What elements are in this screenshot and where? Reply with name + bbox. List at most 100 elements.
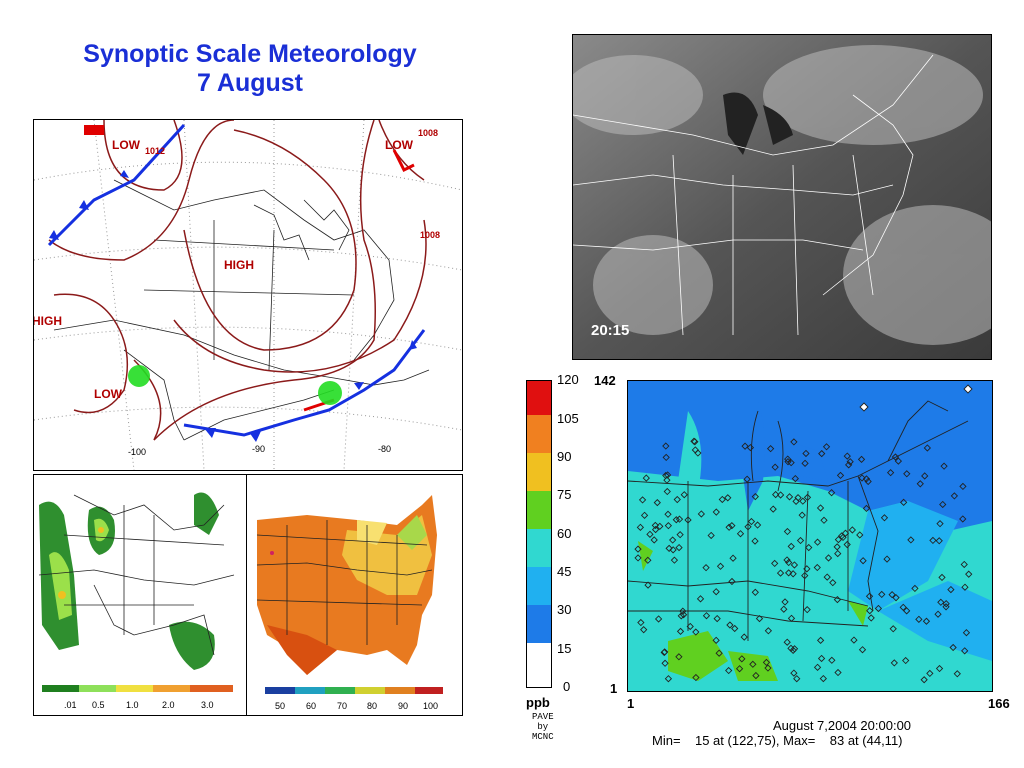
station-marker — [741, 442, 749, 450]
ozone-concentration-map — [627, 380, 993, 692]
station-marker — [798, 511, 806, 519]
station-marker — [858, 474, 866, 482]
colorbar-swatch-2 — [527, 453, 551, 491]
station-marker — [920, 676, 928, 684]
station-marker — [891, 453, 900, 461]
station-marker — [675, 653, 683, 661]
station-marker — [783, 638, 791, 646]
station-marker — [634, 545, 642, 553]
high-label-center: HIGH — [224, 258, 254, 272]
colorbar-swatch-4 — [527, 529, 551, 567]
station-marker — [712, 636, 720, 644]
station-marker — [751, 492, 759, 501]
station-marker — [787, 542, 795, 551]
station-marker — [661, 659, 669, 667]
pave-credit: PAVE by MCNC — [532, 712, 554, 742]
station-marker — [867, 614, 875, 622]
station-marker — [783, 527, 792, 536]
station-marker — [950, 492, 959, 500]
precipitation-map-graphic — [38, 492, 235, 692]
lon-label-100: -100 — [128, 447, 147, 457]
station-marker — [715, 649, 723, 657]
station-marker — [676, 531, 684, 539]
station-marker — [864, 477, 872, 486]
colorbar-tick-90: 90 — [557, 449, 572, 464]
ozone-unit-label: ppb — [526, 695, 550, 710]
station-marker — [713, 614, 721, 623]
station-marker — [790, 645, 799, 653]
colorbar-tick-0: 0 — [563, 679, 571, 694]
colorbar-swatch-3 — [527, 491, 551, 529]
temperature-map: 50 60 70 80 90 100 — [246, 474, 463, 716]
station-marker — [935, 537, 943, 545]
station-marker — [940, 462, 948, 470]
station-marker — [771, 559, 779, 568]
ozone-x-right-label: 166 — [988, 696, 1010, 711]
station-marker — [676, 627, 685, 636]
station-marker — [664, 521, 673, 530]
station-marker — [650, 536, 658, 544]
colorbar-tick-45: 45 — [557, 564, 572, 579]
station-marker — [822, 443, 831, 451]
station-marker — [938, 573, 946, 582]
colorbar-swatch-6 — [527, 605, 551, 643]
station-marker — [724, 494, 732, 502]
station-marker — [686, 622, 694, 631]
station-marker — [691, 446, 699, 454]
station-marker — [679, 611, 688, 619]
station-marker — [803, 565, 811, 573]
station-marker — [834, 668, 842, 677]
station-marker — [670, 556, 679, 564]
low-label-southwest: LOW — [94, 387, 122, 401]
station-marker — [850, 636, 858, 644]
station-marker — [942, 603, 950, 611]
station-marker — [961, 583, 969, 591]
station-marker — [640, 626, 648, 634]
station-marker — [843, 452, 851, 460]
station-marker — [890, 659, 898, 667]
satellite-image-graphic — [573, 35, 991, 359]
page-title: Synoptic Scale Meteorology 7 August — [40, 40, 460, 98]
station-marker — [793, 675, 801, 683]
station-marker — [961, 647, 969, 655]
station-marker — [672, 516, 680, 524]
station-marker — [702, 612, 711, 620]
station-marker — [725, 666, 733, 675]
station-marker — [935, 664, 944, 673]
station-marker — [921, 472, 929, 480]
title-line2: 7 August — [196, 69, 304, 97]
station-marker — [673, 495, 681, 504]
station-marker — [862, 504, 871, 513]
station-marker — [799, 497, 807, 505]
station-marker — [820, 516, 828, 524]
station-marker — [790, 561, 799, 569]
synoptic-map-graphic — [34, 120, 462, 470]
isobar-label-1008-right: 1008 — [420, 230, 441, 240]
station-marker — [769, 505, 777, 513]
station-marker — [816, 504, 825, 512]
low-pressure-value: 1012 — [145, 146, 166, 156]
station-marker — [888, 591, 896, 599]
temp-legend-tick-4: 90 — [398, 701, 409, 711]
low-label-north: LOW — [112, 138, 140, 152]
station-marker — [902, 656, 910, 665]
station-marker — [857, 455, 866, 464]
station-marker — [749, 660, 757, 668]
station-marker — [651, 525, 660, 534]
station-marker — [787, 614, 796, 622]
station-marker — [636, 523, 645, 531]
ozone-y-top-label: 142 — [594, 373, 616, 388]
credit-line-2: by — [537, 722, 549, 732]
high-label-west: HIGH — [33, 314, 62, 328]
station-marker — [801, 571, 809, 580]
title-line1: Synoptic Scale Meteorology — [83, 40, 417, 68]
ozone-colorbar — [526, 380, 552, 688]
station-marker — [791, 474, 799, 483]
station-marker — [729, 554, 737, 562]
precip-legend-tick-4: 3.0 — [201, 700, 214, 710]
colorbar-swatch-1 — [527, 415, 551, 453]
station-marker — [740, 633, 748, 641]
temp-legend-tick-2: 70 — [337, 701, 348, 711]
station-marker — [753, 521, 762, 529]
station-marker — [878, 590, 886, 599]
